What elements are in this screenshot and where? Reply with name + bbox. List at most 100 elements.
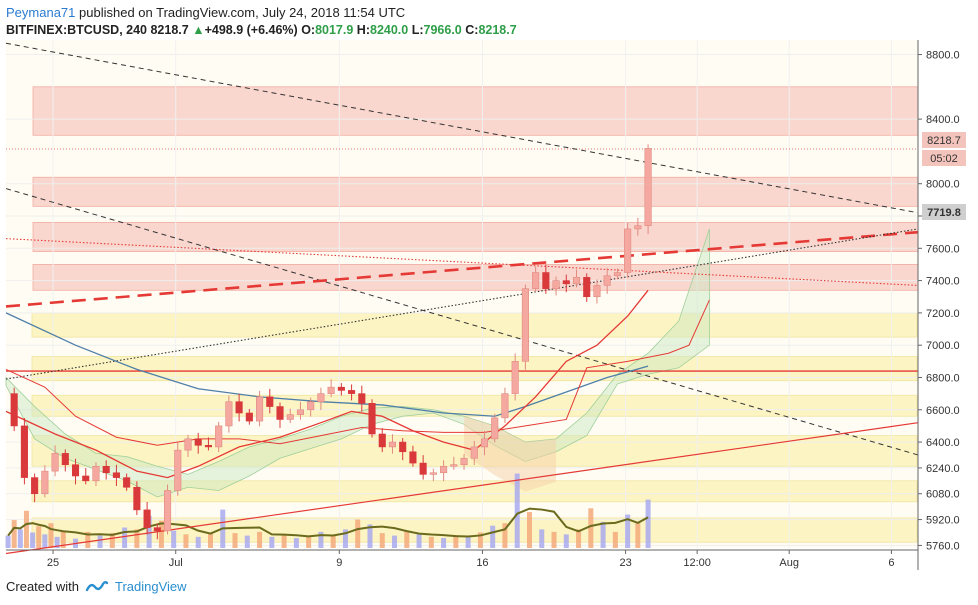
- price-tick-label: 7600.0: [926, 243, 960, 255]
- price-tick-label: 6240.0: [926, 463, 960, 475]
- last-price: 8218.7: [150, 23, 189, 37]
- candle-down: [133, 486, 141, 511]
- volume-bar: [428, 536, 434, 548]
- publish-info: Peymana71 published on TradingView.com, …: [6, 4, 966, 22]
- volume-bar: [318, 531, 324, 548]
- price-tick-label: 8800.0: [926, 50, 960, 62]
- candle-down: [143, 509, 151, 528]
- candle-up: [296, 409, 305, 415]
- volume-bar: [330, 535, 336, 548]
- price-tick-label: 8000.0: [926, 179, 960, 191]
- candle-down: [368, 403, 376, 435]
- candle-up: [634, 225, 642, 230]
- candle-up: [532, 272, 540, 289]
- candle-up: [644, 148, 652, 226]
- candle-down: [31, 477, 39, 495]
- support-zone: [31, 394, 918, 417]
- last-price-tag: [922, 132, 966, 148]
- candle-up: [460, 457, 468, 465]
- candle-up: [174, 449, 182, 491]
- candle-up: [572, 277, 581, 285]
- author-link[interactable]: Peymana71: [6, 5, 76, 20]
- volume-bar: [293, 538, 299, 548]
- candle-up: [307, 401, 315, 411]
- price-chart[interactable]: 5760.05920.06080.06240.06400.06600.06800…: [0, 40, 978, 577]
- candle-up: [552, 280, 560, 289]
- volume-bar: [367, 524, 373, 548]
- candle-down: [102, 465, 110, 474]
- candle-up: [491, 417, 499, 440]
- ichimoku-cloud: [5, 228, 710, 498]
- change-value: +498.9 (+6.46%): [204, 23, 298, 37]
- volume-bar: [490, 525, 496, 548]
- candle-down: [112, 472, 120, 478]
- candle-down: [82, 475, 90, 482]
- created-with-text: Created with: [6, 579, 79, 594]
- time-tick-label: Jul: [169, 557, 183, 569]
- volume-bar: [392, 535, 398, 548]
- candle-up: [163, 490, 172, 532]
- candle-down: [194, 438, 202, 446]
- volume-bar: [306, 536, 312, 548]
- price-tick-label: 6800.0: [926, 372, 960, 384]
- candle-down: [583, 277, 591, 298]
- volume-bar: [17, 529, 23, 548]
- volume-bar: [379, 533, 385, 548]
- volume-bar: [465, 536, 471, 548]
- candle-down: [399, 441, 407, 453]
- volume-bar: [244, 535, 250, 548]
- volume-bar: [30, 532, 36, 548]
- resistance-zone: [32, 176, 919, 207]
- candle-down: [10, 393, 18, 427]
- open-label: O:: [301, 23, 316, 37]
- candle-up: [501, 393, 509, 419]
- time-tick-label: Aug: [779, 557, 799, 569]
- price-tick-label: 6080.0: [926, 489, 960, 501]
- candle-up: [41, 470, 49, 495]
- moving-average-red: [5, 289, 649, 479]
- countdown-tag-text: 05:02: [930, 153, 958, 165]
- candle-down: [153, 527, 161, 532]
- volume-bar: [183, 534, 189, 548]
- moving-average-blue: [5, 312, 649, 417]
- volume-bar: [514, 473, 520, 548]
- volume-bar: [404, 531, 410, 548]
- volume-bar: [85, 531, 91, 548]
- support-zone: [31, 356, 918, 382]
- price-tick-label: 7000.0: [926, 340, 960, 352]
- trend-line: [5, 422, 919, 555]
- price-tick-label: 6600.0: [926, 405, 960, 417]
- candle-up: [388, 441, 397, 448]
- last-price-tag-text: 8218.7: [927, 135, 961, 147]
- candle-up: [603, 275, 611, 286]
- price-tick-label: 5760.0: [926, 540, 960, 552]
- volume-bar: [122, 527, 128, 548]
- candle-up: [450, 464, 458, 467]
- time-tick-label: 9: [336, 557, 342, 569]
- volume-bar: [23, 510, 29, 548]
- symbol-label[interactable]: BITFINEX:BTCUSD, 240: [6, 23, 147, 37]
- volume-bar: [416, 534, 422, 548]
- tradingview-brand-link[interactable]: TradingView: [114, 579, 187, 594]
- ichimoku-cloud-bearish: [464, 416, 557, 492]
- volume-bar: [576, 529, 582, 548]
- candle-up: [511, 361, 519, 394]
- candle-up: [613, 272, 621, 277]
- candle-up: [624, 228, 632, 273]
- volume-bar: [645, 499, 651, 548]
- candle-up: [317, 393, 325, 403]
- volume-bar: [207, 532, 213, 548]
- volume-bar: [477, 532, 483, 548]
- candle-down: [542, 272, 550, 289]
- volume-bar: [11, 520, 17, 548]
- trend-line: [5, 228, 919, 380]
- ohlc-bar: BITFINEX:BTCUSD, 240 8218.7 ▲+498.9 (+6.…: [6, 22, 517, 38]
- volume-bar: [453, 534, 459, 548]
- candle-up: [593, 285, 601, 298]
- candle-up: [286, 414, 294, 420]
- published-text: published on TradingView.com, July 24, 2…: [79, 5, 406, 20]
- candle-up: [521, 288, 529, 362]
- candle-up: [429, 472, 437, 475]
- candle-down: [562, 280, 570, 285]
- candle-down: [266, 396, 274, 407]
